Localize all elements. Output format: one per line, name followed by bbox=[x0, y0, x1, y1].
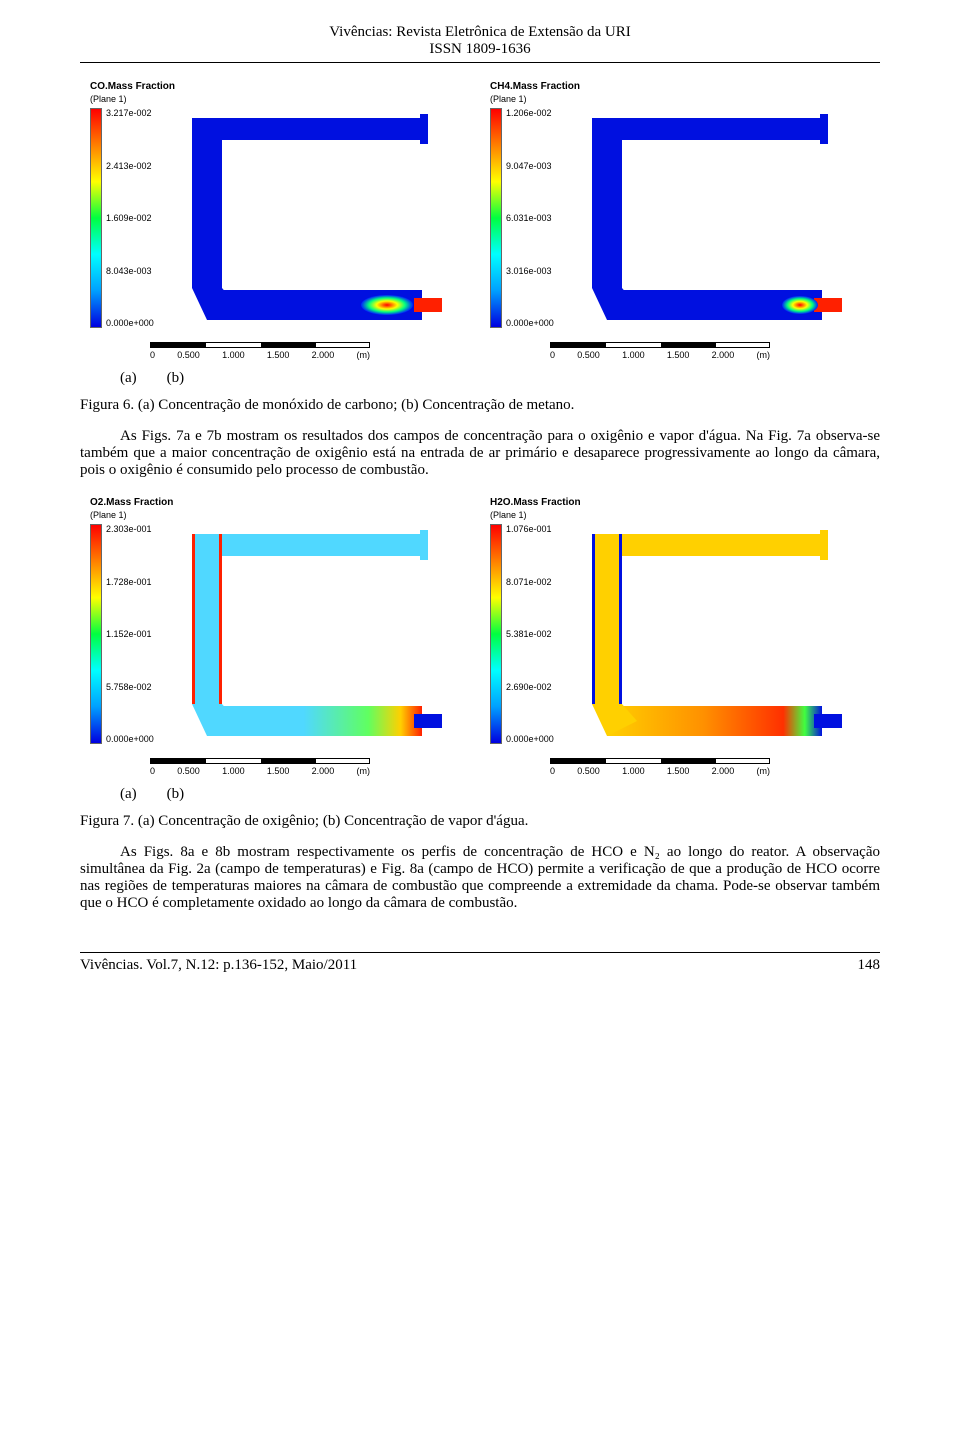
figure6-caption: Figura 6. (a) Concentração de monóxido d… bbox=[80, 397, 880, 414]
xtick: 0.500 bbox=[577, 350, 600, 360]
header-rule bbox=[80, 62, 880, 63]
cb-tick: 5.381e-002 bbox=[506, 629, 554, 639]
xtick: 0.500 bbox=[577, 766, 600, 776]
page-number: 148 bbox=[858, 957, 881, 974]
figure-6b: CH4.Mass Fraction (Plane 1) 1.206e-002 9… bbox=[490, 81, 870, 360]
fig6a-geometry bbox=[162, 108, 442, 338]
xtick: 2.000 bbox=[712, 766, 735, 776]
fig7a-xaxis: 0 0.500 1.000 1.500 2.000 (m) bbox=[150, 758, 370, 776]
figure-7a: O2.Mass Fraction (Plane 1) 2.303e-001 1.… bbox=[90, 497, 470, 776]
xtick: 0 bbox=[150, 766, 155, 776]
xtick: 1.500 bbox=[667, 350, 690, 360]
figure7-ab-labels: (a) (b) bbox=[120, 786, 880, 803]
fig7a-plane: (Plane 1) bbox=[90, 510, 470, 520]
xtick: 2.000 bbox=[712, 350, 735, 360]
xtick: 1.500 bbox=[267, 766, 290, 776]
fig6b-title: CH4.Mass Fraction bbox=[490, 81, 870, 92]
cb-tick: 0.000e+000 bbox=[106, 318, 154, 328]
paragraph-2: As Figs. 8a e 8b mostram respectivamente… bbox=[80, 844, 880, 912]
xtick: 1.000 bbox=[222, 350, 245, 360]
cb-tick: 1.152e-001 bbox=[106, 629, 154, 639]
cb-tick: 1.609e-002 bbox=[106, 213, 154, 223]
xtick: 0.500 bbox=[177, 350, 200, 360]
fig7b-geometry bbox=[562, 524, 842, 754]
cb-tick: 3.016e-003 bbox=[506, 266, 554, 276]
cb-tick: 0.000e+000 bbox=[106, 734, 154, 744]
xtick: 0 bbox=[550, 350, 555, 360]
fig6a-title: CO.Mass Fraction bbox=[90, 81, 470, 92]
fig7b-colorbar: 1.076e-001 8.071e-002 5.381e-002 2.690e-… bbox=[490, 524, 554, 744]
fig6b-colorbar: 1.206e-002 9.047e-003 6.031e-003 3.016e-… bbox=[490, 108, 554, 328]
xunit: (m) bbox=[756, 350, 770, 360]
cb-tick: 3.217e-002 bbox=[106, 108, 154, 118]
xunit: (m) bbox=[356, 350, 370, 360]
xtick: 0 bbox=[550, 766, 555, 776]
xtick: 1.000 bbox=[622, 350, 645, 360]
cb-tick: 6.031e-003 bbox=[506, 213, 554, 223]
fig6b-xaxis: 0 0.500 1.000 1.500 2.000 (m) bbox=[550, 342, 770, 360]
cb-tick: 8.071e-002 bbox=[506, 577, 554, 587]
xunit: (m) bbox=[356, 766, 370, 776]
xunit: (m) bbox=[756, 766, 770, 776]
fig6b-geometry bbox=[562, 108, 842, 338]
paragraph-1: As Figs. 7a e 7b mostram os resultados d… bbox=[80, 428, 880, 479]
xtick: 2.000 bbox=[312, 766, 335, 776]
figure7-caption: Figura 7. (a) Concentração de oxigênio; … bbox=[80, 813, 880, 830]
footer-rule bbox=[80, 952, 880, 953]
cb-tick: 0.000e+000 bbox=[506, 318, 554, 328]
cb-tick: 2.413e-002 bbox=[106, 161, 154, 171]
fig6a-xaxis: 0 0.500 1.000 1.500 2.000 (m) bbox=[150, 342, 370, 360]
fig7b-xaxis: 0 0.500 1.000 1.500 2.000 (m) bbox=[550, 758, 770, 776]
fig7b-plane: (Plane 1) bbox=[490, 510, 870, 520]
xtick: 0 bbox=[150, 350, 155, 360]
xtick: 1.000 bbox=[222, 766, 245, 776]
page-footer: Vivências. Vol.7, N.12: p.136-152, Maio/… bbox=[80, 957, 880, 974]
figure-6: CO.Mass Fraction (Plane 1) 3.217e-002 2.… bbox=[80, 81, 880, 360]
journal-title: Vivências: Revista Eletrônica de Extensã… bbox=[80, 24, 880, 41]
fig6a-colorbar: 3.217e-002 2.413e-002 1.609e-002 8.043e-… bbox=[90, 108, 154, 328]
cb-tick: 0.000e+000 bbox=[506, 734, 554, 744]
footer-citation: Vivências. Vol.7, N.12: p.136-152, Maio/… bbox=[80, 957, 357, 974]
cb-tick: 9.047e-003 bbox=[506, 161, 554, 171]
fig7a-colorbar: 2.303e-001 1.728e-001 1.152e-001 5.758e-… bbox=[90, 524, 154, 744]
cb-tick: 1.728e-001 bbox=[106, 577, 154, 587]
fig7a-geometry bbox=[162, 524, 442, 754]
xtick: 1.500 bbox=[267, 350, 290, 360]
xtick: 2.000 bbox=[312, 350, 335, 360]
cb-tick: 1.206e-002 bbox=[506, 108, 554, 118]
figure-6a: CO.Mass Fraction (Plane 1) 3.217e-002 2.… bbox=[90, 81, 470, 360]
figure-7: O2.Mass Fraction (Plane 1) 2.303e-001 1.… bbox=[80, 497, 880, 776]
journal-issn: ISSN 1809-1636 bbox=[80, 41, 880, 58]
cb-tick: 2.303e-001 bbox=[106, 524, 154, 534]
xtick: 0.500 bbox=[177, 766, 200, 776]
fig6a-plane: (Plane 1) bbox=[90, 94, 470, 104]
xtick: 1.000 bbox=[622, 766, 645, 776]
fig6b-plane: (Plane 1) bbox=[490, 94, 870, 104]
cb-tick: 8.043e-003 bbox=[106, 266, 154, 276]
figure6-ab-labels: (a) (b) bbox=[120, 370, 880, 387]
cb-tick: 5.758e-002 bbox=[106, 682, 154, 692]
fig7a-title: O2.Mass Fraction bbox=[90, 497, 470, 508]
figure-7b: H2O.Mass Fraction (Plane 1) 1.076e-001 8… bbox=[490, 497, 870, 776]
fig7b-title: H2O.Mass Fraction bbox=[490, 497, 870, 508]
xtick: 1.500 bbox=[667, 766, 690, 776]
cb-tick: 2.690e-002 bbox=[506, 682, 554, 692]
cb-tick: 1.076e-001 bbox=[506, 524, 554, 534]
journal-header: Vivências: Revista Eletrônica de Extensã… bbox=[80, 24, 880, 63]
